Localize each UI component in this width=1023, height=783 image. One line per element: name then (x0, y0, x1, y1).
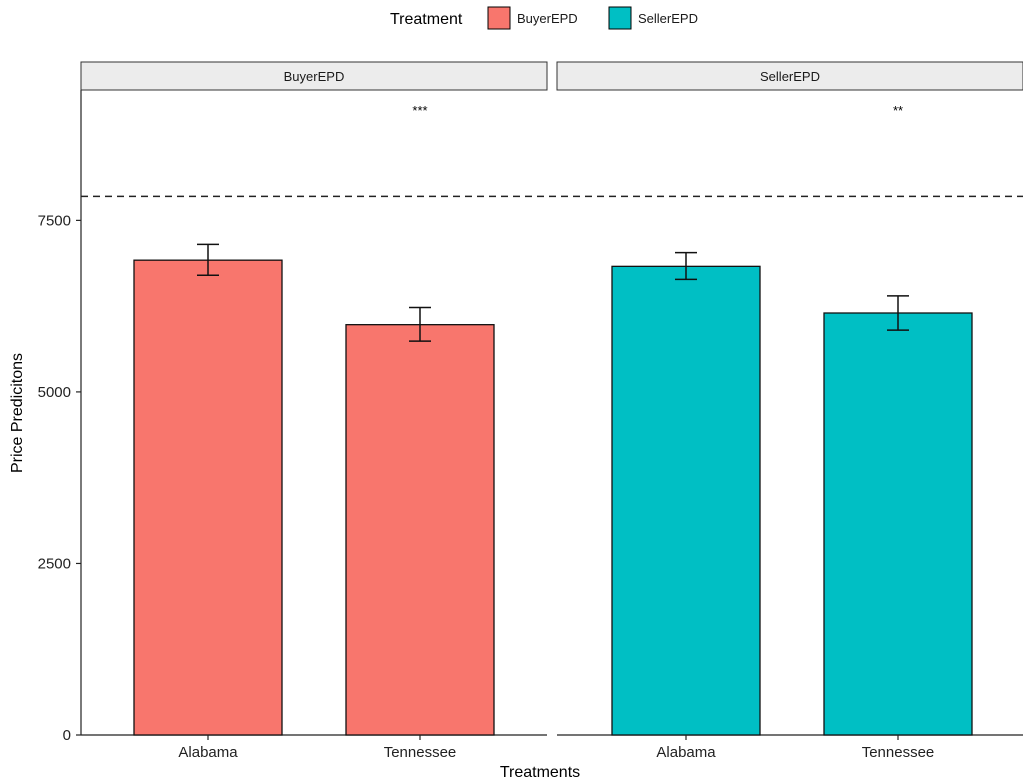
bar (345, 324, 495, 736)
y-tick-label: 2500 (38, 555, 71, 572)
x-tick-label: Alabama (656, 744, 716, 761)
facet-strip-sellerepd (556, 61, 1023, 91)
legend-label-buyerepd: BuyerEPD (517, 11, 578, 26)
x-tick-label: Tennessee (862, 744, 935, 761)
facet-strip-label-sellerepd: SellerEPD (760, 69, 820, 84)
facet-buyerepd: BuyerEPD *** Alabama Tennessee (80, 61, 548, 761)
bar (133, 259, 283, 736)
x-axis-title: Treatments (500, 764, 580, 781)
y-tick-label: 0 (63, 727, 71, 744)
y-tick-label: 5000 (38, 384, 71, 401)
y-tick-label: 7500 (38, 212, 71, 229)
y-axis-title: Price Predicitons (9, 353, 26, 473)
bar (611, 265, 761, 736)
x-tick-label: Alabama (178, 744, 238, 761)
legend: Treatment BuyerEPD SellerEPD (390, 6, 698, 30)
facet-strip-buyerepd (80, 61, 548, 91)
facet-marks-sellerepd: Alabama Tennessee (557, 251, 1023, 761)
significance-label-buyerepd: *** (412, 103, 427, 118)
bar (823, 312, 973, 736)
facet-strip-label-buyerepd: BuyerEPD (284, 69, 345, 84)
legend-swatch-sellerepd (608, 6, 632, 30)
legend-swatch-buyerepd (487, 6, 511, 30)
legend-label-sellerepd: SellerEPD (638, 11, 698, 26)
facet-sellerepd: SellerEPD ** Alabama Tennessee (556, 61, 1023, 761)
significance-label-sellerepd: ** (893, 103, 903, 118)
y-axis: 0 2500 5000 7500 (38, 90, 82, 744)
legend-title: Treatment (390, 11, 463, 28)
facet-marks-buyerepd: Alabama Tennessee (81, 243, 547, 761)
x-tick-label: Tennessee (384, 744, 457, 761)
